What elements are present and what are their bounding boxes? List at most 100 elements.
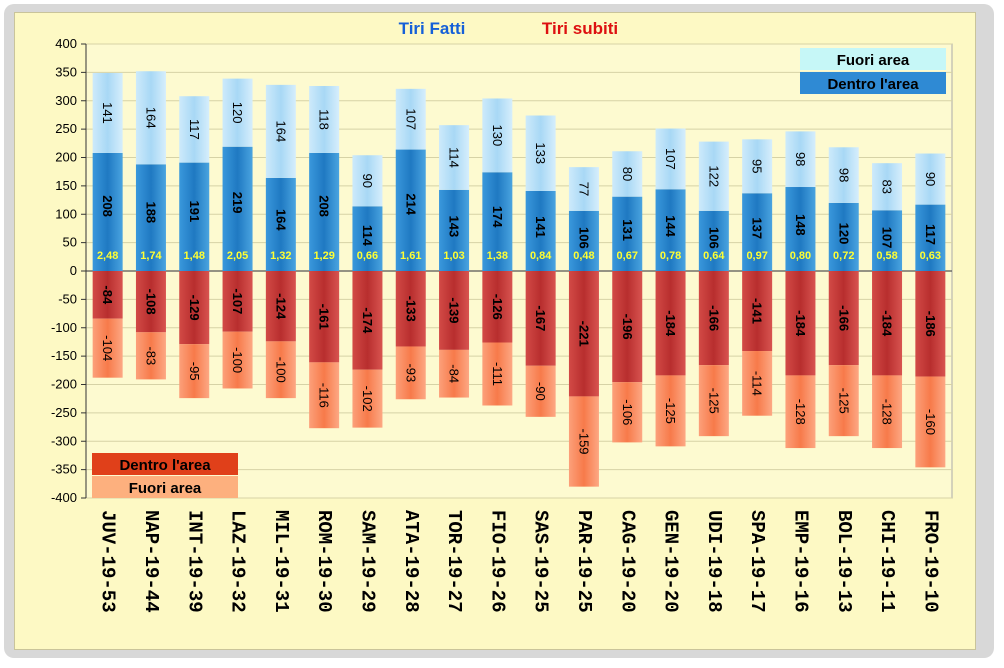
y-tick-label: 100	[55, 206, 77, 221]
label-dentro-fatti: 191	[187, 201, 202, 223]
bar-dentro-fatti	[482, 172, 513, 271]
y-tick-label: 250	[55, 121, 77, 136]
y-tick-label: -200	[51, 377, 77, 392]
label-dentro-subiti: -108	[143, 289, 158, 315]
bar-fuori-subiti	[698, 365, 729, 437]
ratio-label: 0,66	[357, 250, 378, 262]
ratio-label: 0,78	[660, 250, 681, 262]
label-dentro-fatti: 114	[360, 225, 375, 247]
bar-fuori-subiti	[525, 365, 556, 417]
label-fuori-fatti: 164	[143, 107, 158, 129]
label-dentro-subiti: -184	[793, 310, 808, 337]
bar-fuori-subiti	[265, 341, 296, 399]
label-dentro-fatti: 106	[576, 227, 591, 249]
x-tick-label: MIL-19-31	[270, 510, 292, 613]
label-dentro-subiti: -107	[230, 288, 245, 314]
ratio-label: 2,05	[227, 250, 248, 262]
legend-label-dentro-subiti: Dentro l'area	[119, 457, 211, 474]
bar-dentro-subiti	[568, 271, 599, 397]
label-fuori-subiti: -114	[750, 371, 765, 396]
x-tick-label: INT-19-39	[183, 510, 205, 613]
y-tick-label: -100	[51, 320, 77, 335]
ratio-label: 1,48	[184, 250, 205, 262]
bar-dentro-subiti	[655, 271, 686, 376]
label-dentro-subiti: -167	[533, 305, 548, 331]
title-tiri-subiti: Tiri subiti	[542, 19, 618, 38]
label-dentro-fatti: 208	[100, 195, 115, 217]
label-fuori-subiti: -111	[490, 362, 505, 386]
bar-fuori-fatti	[179, 96, 210, 163]
bar-fuori-subiti	[482, 342, 513, 406]
label-dentro-fatti: 143	[447, 216, 462, 238]
bar-fuori-subiti	[785, 375, 816, 449]
label-fuori-fatti: 90	[360, 174, 375, 188]
y-tick-label: 300	[55, 93, 77, 108]
bar-dentro-fatti	[525, 190, 556, 271]
y-tick-label: 200	[55, 150, 77, 165]
x-tick-label: PAR-19-25	[573, 510, 595, 613]
label-dentro-fatti: 144	[663, 215, 678, 237]
label-fuori-subiti: -104	[100, 335, 115, 361]
bar-dentro-subiti	[828, 271, 859, 366]
bar-fuori-subiti	[135, 332, 166, 380]
label-fuori-subiti: -93	[403, 363, 418, 382]
label-dentro-subiti: -196	[620, 314, 635, 340]
bars: 141 208 -84 -104 2,48 164 188 -108 -83 1,74 117 191…	[92, 71, 946, 487]
bar-fuori-fatti	[915, 153, 946, 205]
bar-fuori-subiti	[915, 376, 946, 468]
ratio-label: 0,72	[833, 250, 854, 262]
bar-dentro-fatti	[92, 152, 123, 271]
ratio-label: 0,97	[746, 250, 767, 262]
ratio-label: 1,32	[270, 250, 291, 262]
label-dentro-subiti: -174	[360, 307, 375, 334]
legend-swatch-fuori-area	[800, 48, 946, 70]
bar-fuori-subiti	[439, 349, 470, 398]
label-fuori-subiti: -128	[880, 399, 895, 425]
label-fuori-fatti: 107	[403, 108, 418, 130]
x-tick-label: SPA-19-17	[746, 510, 768, 613]
label-dentro-fatti: 131	[620, 219, 635, 241]
ratio-label: 2,48	[97, 250, 118, 262]
bar-dentro-subiti	[742, 271, 773, 352]
label-fuori-fatti: 90	[923, 172, 938, 186]
label-fuori-subiti: -102	[360, 386, 375, 412]
x-tick-label: FIO-19-26	[486, 510, 508, 613]
bar-dentro-fatti	[568, 210, 599, 271]
label-fuori-fatti: 117	[187, 119, 202, 140]
label-dentro-fatti: 117	[923, 224, 938, 245]
bar-dentro-fatti	[828, 202, 859, 271]
label-dentro-subiti: -133	[403, 296, 418, 322]
label-dentro-subiti: -84	[100, 285, 115, 305]
label-fuori-subiti: -84	[447, 364, 462, 383]
bar-dentro-subiti	[222, 271, 253, 332]
bar-dentro-subiti	[915, 271, 946, 377]
x-tick-label: CAG-19-20	[616, 510, 638, 613]
label-dentro-subiti: -139	[447, 297, 462, 323]
x-axis: JUV-19-53 NAP-19-44 INT-19-39 LAZ-19-32 MIL-…	[97, 510, 942, 613]
title-tiri-fatti: Tiri Fatti	[399, 19, 466, 38]
bar-fuori-subiti	[742, 351, 773, 416]
bar-dentro-fatti	[265, 177, 296, 271]
x-tick-label: LAZ-19-32	[227, 510, 249, 613]
label-dentro-fatti: 219	[230, 192, 245, 214]
y-tick-label: 0	[70, 263, 77, 278]
label-dentro-subiti: -184	[880, 310, 895, 337]
y-tick-label: -150	[51, 348, 77, 363]
label-dentro-subiti: -141	[750, 298, 765, 324]
label-fuori-fatti: 98	[793, 152, 808, 166]
label-fuori-fatti: 80	[620, 167, 635, 181]
label-fuori-fatti: 83	[880, 179, 895, 193]
label-dentro-subiti: -166	[836, 305, 851, 331]
bar-fuori-fatti	[698, 141, 729, 211]
bar-fuori-fatti	[872, 163, 903, 211]
x-tick-label: UDI-19-18	[703, 510, 725, 613]
bar-dentro-subiti	[352, 271, 383, 370]
bar-dentro-fatti	[309, 152, 340, 271]
ratio-label: 0,64	[703, 250, 725, 262]
bar-fuori-subiti	[179, 344, 210, 399]
y-tick-label: 50	[63, 235, 77, 250]
bar-fuori-subiti	[655, 375, 686, 447]
ratio-label: 0,67	[617, 250, 638, 262]
bar-fuori-fatti	[439, 125, 470, 190]
label-fuori-subiti: -160	[923, 409, 938, 435]
